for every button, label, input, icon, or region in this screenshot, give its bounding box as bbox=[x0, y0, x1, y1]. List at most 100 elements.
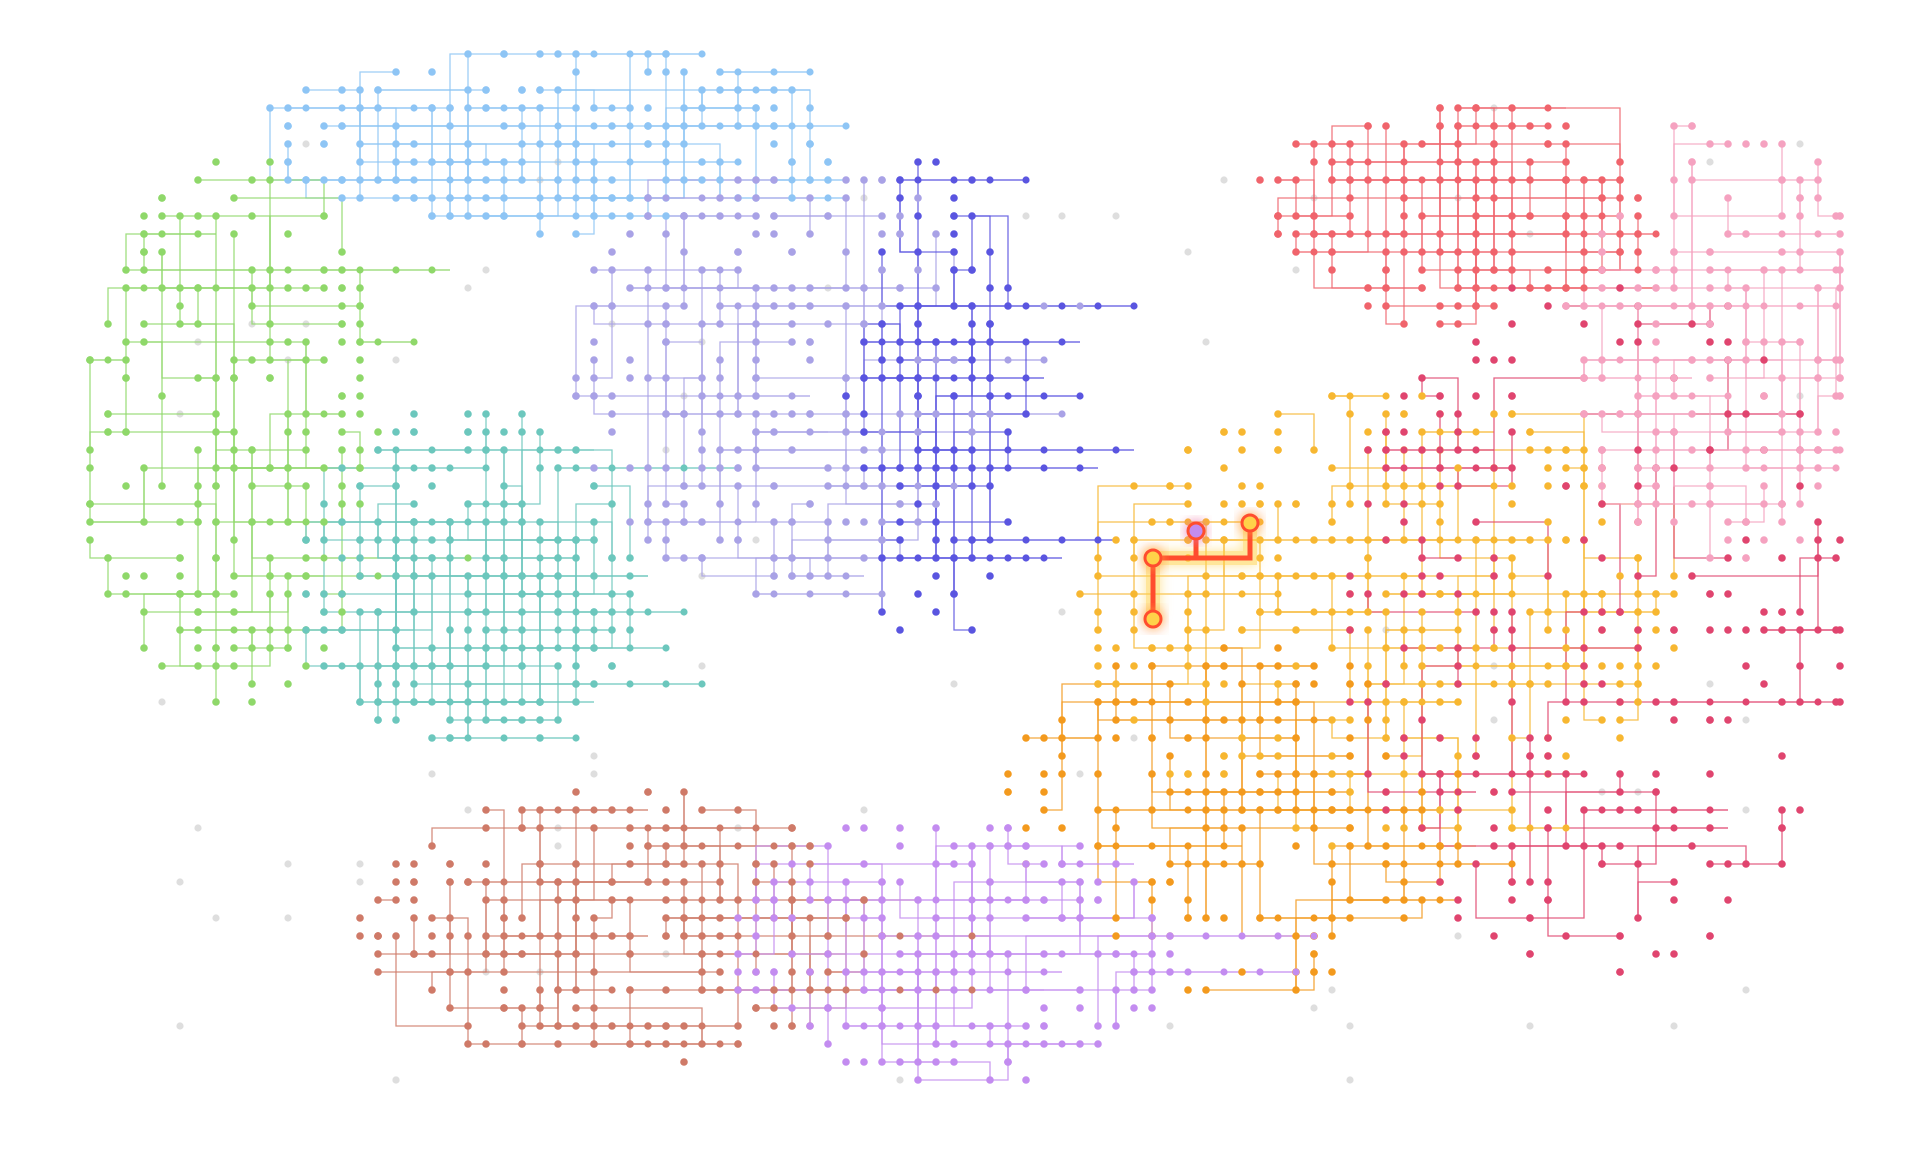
lavender-metabolite-node[interactable] bbox=[752, 500, 760, 508]
blue-metabolite-node[interactable] bbox=[356, 140, 364, 148]
lavender-metabolite-node[interactable] bbox=[788, 320, 796, 328]
darkorange-metabolite-node[interactable] bbox=[1040, 806, 1048, 814]
indigo-metabolite-node[interactable] bbox=[968, 464, 976, 472]
salmon-metabolite-node[interactable] bbox=[1400, 212, 1408, 220]
teal-metabolite-node[interactable] bbox=[500, 644, 508, 652]
salmon-metabolite-node[interactable] bbox=[1328, 158, 1336, 166]
indigo-metabolite-node[interactable] bbox=[896, 176, 904, 184]
indigo-metabolite-node[interactable] bbox=[986, 536, 994, 544]
pink-metabolite-node[interactable] bbox=[1670, 302, 1678, 310]
lavender-metabolite-node[interactable] bbox=[734, 212, 742, 220]
crimson-metabolite-node[interactable] bbox=[1454, 896, 1462, 904]
crimson-metabolite-node[interactable] bbox=[1346, 590, 1354, 598]
teal-metabolite-node[interactable] bbox=[410, 410, 418, 418]
pink-metabolite-node[interactable] bbox=[1796, 212, 1804, 220]
lavender-metabolite-node[interactable] bbox=[752, 374, 760, 382]
darkorange-metabolite-node[interactable] bbox=[1310, 770, 1318, 778]
violet-metabolite-node[interactable] bbox=[950, 950, 958, 958]
blue-metabolite-node[interactable] bbox=[446, 158, 454, 166]
blue-metabolite-node[interactable] bbox=[590, 122, 598, 130]
darkorange-metabolite-node[interactable] bbox=[1382, 896, 1390, 904]
violet-metabolite-node[interactable] bbox=[1058, 860, 1066, 868]
lavender-metabolite-node[interactable] bbox=[824, 320, 832, 328]
brown-metabolite-node[interactable] bbox=[536, 1022, 544, 1030]
lavender-metabolite-node[interactable] bbox=[734, 518, 742, 526]
violet-metabolite-node[interactable] bbox=[968, 842, 976, 850]
darkorange-metabolite-node[interactable] bbox=[1112, 734, 1120, 742]
indigo-metabolite-node[interactable] bbox=[950, 464, 958, 472]
indigo-metabolite-node[interactable] bbox=[914, 248, 922, 256]
lavender-metabolite-node[interactable] bbox=[698, 320, 706, 328]
indigo-metabolite-node[interactable] bbox=[968, 176, 976, 184]
teal-metabolite-node[interactable] bbox=[626, 644, 634, 652]
crimson-metabolite-node[interactable] bbox=[1490, 608, 1498, 616]
brown-metabolite-node[interactable] bbox=[644, 878, 652, 886]
brown-metabolite-node[interactable] bbox=[464, 1040, 472, 1048]
indigo-metabolite-node[interactable] bbox=[986, 572, 994, 580]
darkorange-metabolite-node[interactable] bbox=[1094, 770, 1102, 778]
orange-metabolite-node[interactable] bbox=[1544, 518, 1552, 526]
teal-metabolite-node[interactable] bbox=[320, 626, 328, 634]
lavender-metabolite-node[interactable] bbox=[914, 194, 922, 202]
salmon-metabolite-node[interactable] bbox=[1562, 140, 1570, 148]
brown-metabolite-node[interactable] bbox=[806, 860, 814, 868]
lightgreen-metabolite-node[interactable] bbox=[212, 464, 220, 472]
crimson-metabolite-node[interactable] bbox=[1706, 626, 1714, 634]
violet-metabolite-node[interactable] bbox=[770, 968, 778, 976]
crimson-metabolite-node[interactable] bbox=[1436, 572, 1444, 580]
teal-metabolite-node[interactable] bbox=[518, 662, 526, 670]
crimson-metabolite-node[interactable] bbox=[1760, 608, 1768, 616]
lavender-metabolite-node[interactable] bbox=[716, 356, 724, 364]
orange-metabolite-node[interactable] bbox=[1418, 698, 1426, 706]
violet-metabolite-node[interactable] bbox=[914, 1076, 922, 1084]
violet-metabolite-node[interactable] bbox=[1004, 1022, 1012, 1030]
indigo-metabolite-node[interactable] bbox=[896, 482, 904, 490]
salmon-metabolite-node[interactable] bbox=[1472, 230, 1480, 238]
salmon-metabolite-node[interactable] bbox=[1616, 248, 1624, 256]
lavender-metabolite-node[interactable] bbox=[842, 572, 850, 580]
lavender-metabolite-node[interactable] bbox=[716, 266, 724, 274]
lightgreen-metabolite-node[interactable] bbox=[302, 356, 310, 364]
blue-metabolite-node[interactable] bbox=[428, 212, 436, 220]
brown-metabolite-node[interactable] bbox=[680, 842, 688, 850]
lavender-metabolite-node[interactable] bbox=[824, 464, 832, 472]
brown-metabolite-node[interactable] bbox=[698, 968, 706, 976]
violet-metabolite-node[interactable] bbox=[1058, 878, 1066, 886]
lavender-metabolite-node[interactable] bbox=[680, 284, 688, 292]
teal-metabolite-node[interactable] bbox=[428, 662, 436, 670]
brown-metabolite-node[interactable] bbox=[374, 896, 382, 904]
brown-metabolite-node[interactable] bbox=[572, 1004, 580, 1012]
darkorange-metabolite-node[interactable] bbox=[1184, 788, 1192, 796]
indigo-metabolite-node[interactable] bbox=[932, 158, 940, 166]
pink-metabolite-node[interactable] bbox=[1832, 428, 1840, 436]
salmon-metabolite-node[interactable] bbox=[1544, 122, 1552, 130]
lightgreen-metabolite-node[interactable] bbox=[194, 662, 202, 670]
salmon-metabolite-node[interactable] bbox=[1562, 284, 1570, 292]
teal-metabolite-node[interactable] bbox=[446, 554, 454, 562]
blue-metabolite-node[interactable] bbox=[536, 194, 544, 202]
blue-metabolite-node[interactable] bbox=[572, 212, 580, 220]
salmon-metabolite-node[interactable] bbox=[1328, 230, 1336, 238]
indigo-metabolite-node[interactable] bbox=[968, 338, 976, 346]
brown-metabolite-node[interactable] bbox=[590, 1040, 598, 1048]
crimson-metabolite-node[interactable] bbox=[1742, 410, 1750, 418]
lavender-metabolite-node[interactable] bbox=[698, 266, 706, 274]
orange-metabolite-node[interactable] bbox=[1436, 644, 1444, 652]
indigo-metabolite-node[interactable] bbox=[914, 464, 922, 472]
crimson-metabolite-node[interactable] bbox=[1454, 590, 1462, 598]
indigo-metabolite-node[interactable] bbox=[1076, 446, 1084, 454]
crimson-metabolite-node[interactable] bbox=[1634, 320, 1642, 328]
orange-metabolite-node[interactable] bbox=[1130, 608, 1138, 616]
brown-metabolite-node[interactable] bbox=[662, 896, 670, 904]
teal-metabolite-node[interactable] bbox=[392, 716, 400, 724]
indigo-metabolite-node[interactable] bbox=[860, 374, 868, 382]
orange-metabolite-node[interactable] bbox=[1544, 482, 1552, 490]
lavender-metabolite-node[interactable] bbox=[860, 176, 868, 184]
lightgreen-metabolite-node[interactable] bbox=[194, 644, 202, 652]
blue-metabolite-node[interactable] bbox=[608, 122, 616, 130]
salmon-metabolite-node[interactable] bbox=[1346, 140, 1354, 148]
salmon-metabolite-node[interactable] bbox=[1382, 122, 1390, 130]
salmon-metabolite-node[interactable] bbox=[1490, 158, 1498, 166]
crimson-metabolite-node[interactable] bbox=[1508, 464, 1516, 472]
salmon-metabolite-node[interactable] bbox=[1400, 248, 1408, 256]
